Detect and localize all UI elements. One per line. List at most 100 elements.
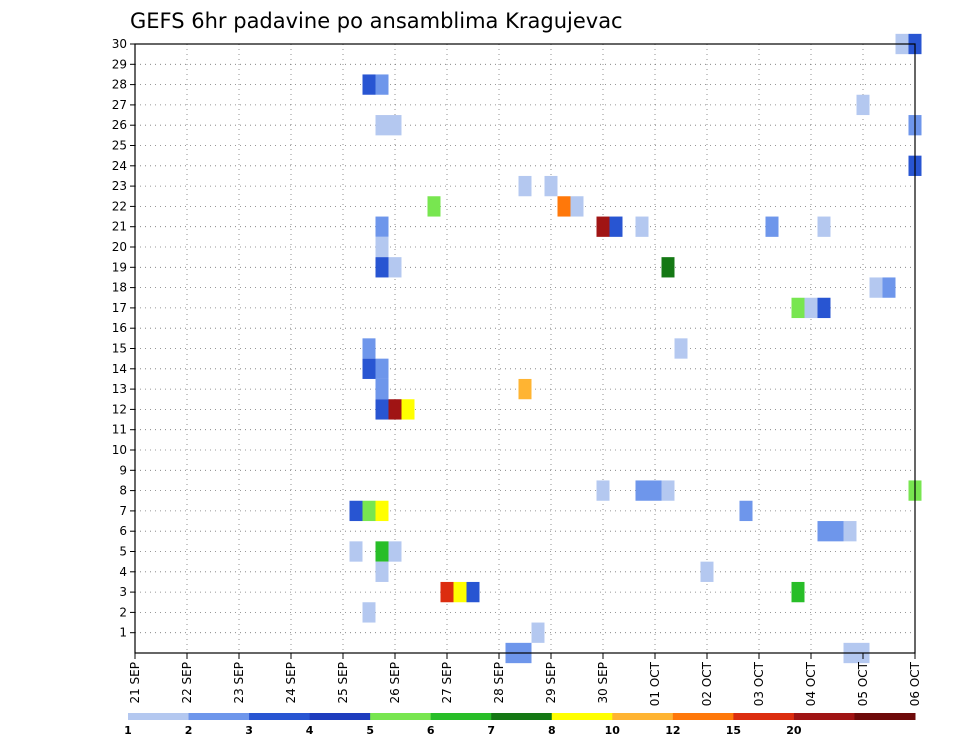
precip-cell xyxy=(375,236,389,258)
precip-cell xyxy=(388,541,402,562)
precip-cell xyxy=(375,115,389,136)
legend-swatch xyxy=(612,713,674,720)
y-tick-label: 21 xyxy=(112,220,127,234)
precip-cell xyxy=(375,358,389,379)
legend-label: 7 xyxy=(487,724,495,737)
precip-cell xyxy=(388,257,402,278)
y-tick-label: 30 xyxy=(112,37,127,51)
precip-cell xyxy=(596,216,610,237)
y-tick-label: 17 xyxy=(112,301,127,315)
y-tick-label: 2 xyxy=(119,605,127,619)
y-tick-label: 10 xyxy=(112,443,127,457)
x-tick-label: 30 SEP xyxy=(596,662,610,704)
legend-swatch xyxy=(551,713,613,720)
precip-cell xyxy=(843,521,857,542)
precip-cell xyxy=(635,216,649,237)
precip-cell xyxy=(375,378,389,400)
precip-cell xyxy=(544,175,558,197)
precip-cell xyxy=(765,216,779,237)
precip-cell xyxy=(817,297,831,319)
y-tick-label: 28 xyxy=(112,78,127,92)
precip-cell xyxy=(362,338,376,359)
precip-cell xyxy=(375,216,389,237)
precip-cell xyxy=(791,581,805,603)
y-tick-label: 16 xyxy=(112,321,127,335)
y-tick-label: 12 xyxy=(112,402,127,416)
legend-label: 10 xyxy=(605,724,621,737)
x-tick-label: 22 SEP xyxy=(180,662,194,704)
precip-cell xyxy=(388,115,402,136)
precip-cell xyxy=(661,257,675,278)
precip-cell xyxy=(869,277,883,298)
y-tick-label: 27 xyxy=(112,98,127,112)
precip-cell xyxy=(518,175,532,197)
y-tick-label: 29 xyxy=(112,57,127,71)
precip-cell xyxy=(518,378,532,400)
precip-cell xyxy=(375,561,389,582)
x-tick-label: 03 OCT xyxy=(752,661,766,706)
y-tick-label: 6 xyxy=(119,524,127,538)
legend-swatch xyxy=(793,713,855,720)
precip-cell xyxy=(674,338,688,359)
precip-cell xyxy=(349,500,363,522)
x-tick-label: 23 SEP xyxy=(232,662,246,704)
precip-cell xyxy=(375,74,389,95)
legend-swatch xyxy=(188,713,250,720)
precip-cell xyxy=(804,297,818,319)
y-tick-label: 26 xyxy=(112,118,127,132)
legend-swatch xyxy=(249,713,311,720)
y-tick-label: 8 xyxy=(119,484,127,498)
legend-label: 5 xyxy=(366,724,374,737)
legend-label: 20 xyxy=(786,724,802,737)
legend-swatch xyxy=(128,713,190,720)
legend-swatch xyxy=(854,713,916,720)
precip-cell xyxy=(440,581,454,603)
precip-cell xyxy=(661,480,675,501)
precip-cell xyxy=(596,480,610,501)
precip-cell xyxy=(349,541,363,562)
chart-title: GEFS 6hr padavine po ansamblima Kragujev… xyxy=(130,9,623,33)
x-tick-label: 24 SEP xyxy=(284,662,298,704)
y-tick-label: 23 xyxy=(112,179,127,193)
precip-cell xyxy=(830,521,844,542)
x-tick-label: 29 SEP xyxy=(544,662,558,704)
precip-cell xyxy=(375,399,389,420)
legend-swatch xyxy=(430,713,492,720)
legend-swatch xyxy=(733,713,795,720)
grid-lines xyxy=(135,43,915,653)
precip-cell xyxy=(882,277,896,298)
y-tick-label: 20 xyxy=(112,240,127,254)
y-tick-label: 9 xyxy=(119,463,127,477)
precip-cell xyxy=(557,196,571,217)
precip-cell xyxy=(609,216,623,237)
legend-label: 4 xyxy=(306,724,314,737)
precip-cell xyxy=(362,74,376,95)
precip-cell xyxy=(375,500,389,522)
precip-cell xyxy=(427,196,441,217)
legend-label: 8 xyxy=(548,724,556,737)
precip-cell xyxy=(791,297,805,319)
precip-cell xyxy=(388,399,402,420)
legend-swatch xyxy=(370,713,432,720)
precip-cell xyxy=(401,399,415,420)
precip-cell xyxy=(375,257,389,278)
precip-cell xyxy=(453,581,467,603)
legend-label: 15 xyxy=(726,724,741,737)
y-tick-label: 15 xyxy=(112,342,127,356)
precip-cell xyxy=(739,500,753,522)
y-tick-label: 1 xyxy=(119,626,127,640)
x-tick-label: 25 SEP xyxy=(336,662,350,704)
y-tick-label: 18 xyxy=(112,281,127,295)
y-tick-label: 7 xyxy=(119,504,127,518)
precip-cell xyxy=(856,94,870,116)
x-axis-ticks: 21 SEP 22 SEP 23 SEP 24 SEP 25 SEP 26 SEP 27 S… xyxy=(128,653,922,706)
y-tick-label: 4 xyxy=(119,565,127,579)
x-tick-label: 02 OCT xyxy=(700,661,714,706)
y-tick-label: 3 xyxy=(119,585,127,599)
precip-cell xyxy=(375,541,389,562)
y-tick-label: 11 xyxy=(112,423,127,437)
legend-label: 1 xyxy=(124,724,132,737)
legend-swatch xyxy=(491,713,553,720)
legend-label: 12 xyxy=(665,724,680,737)
y-tick-label: 19 xyxy=(112,260,127,274)
